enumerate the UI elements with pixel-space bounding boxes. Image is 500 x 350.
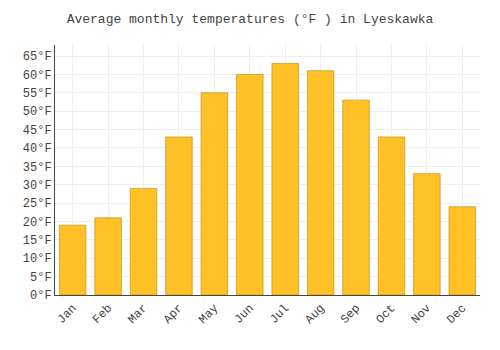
svg-text:Apr: Apr: [161, 302, 186, 327]
svg-text:45°F: 45°F: [23, 124, 52, 138]
svg-text:20°F: 20°F: [23, 216, 52, 230]
svg-text:0°F: 0°F: [30, 289, 52, 303]
svg-text:15°F: 15°F: [23, 234, 52, 248]
svg-text:Jul: Jul: [267, 302, 292, 327]
svg-text:Jun: Jun: [232, 302, 257, 327]
svg-text:55°F: 55°F: [23, 87, 52, 101]
svg-text:Jan: Jan: [55, 302, 80, 327]
svg-text:Sep: Sep: [338, 302, 363, 327]
svg-text:50°F: 50°F: [23, 105, 52, 119]
svg-text:25°F: 25°F: [23, 197, 52, 211]
svg-text:Mar: Mar: [125, 302, 150, 327]
svg-text:Average monthly temperatures (: Average monthly temperatures (°F ) in Ly…: [67, 12, 434, 27]
svg-text:Feb: Feb: [90, 302, 115, 327]
svg-text:40°F: 40°F: [23, 142, 52, 156]
svg-text:35°F: 35°F: [23, 161, 52, 175]
svg-text:Aug: Aug: [303, 302, 328, 327]
svg-text:Dec: Dec: [444, 302, 469, 327]
svg-text:Oct: Oct: [373, 302, 398, 327]
svg-text:65°F: 65°F: [23, 50, 52, 64]
svg-text:5°F: 5°F: [30, 271, 52, 285]
svg-text:30°F: 30°F: [23, 179, 52, 193]
svg-text:May: May: [196, 302, 221, 327]
svg-text:10°F: 10°F: [23, 252, 52, 266]
svg-text:Nov: Nov: [409, 302, 434, 327]
svg-text:60°F: 60°F: [23, 69, 52, 83]
